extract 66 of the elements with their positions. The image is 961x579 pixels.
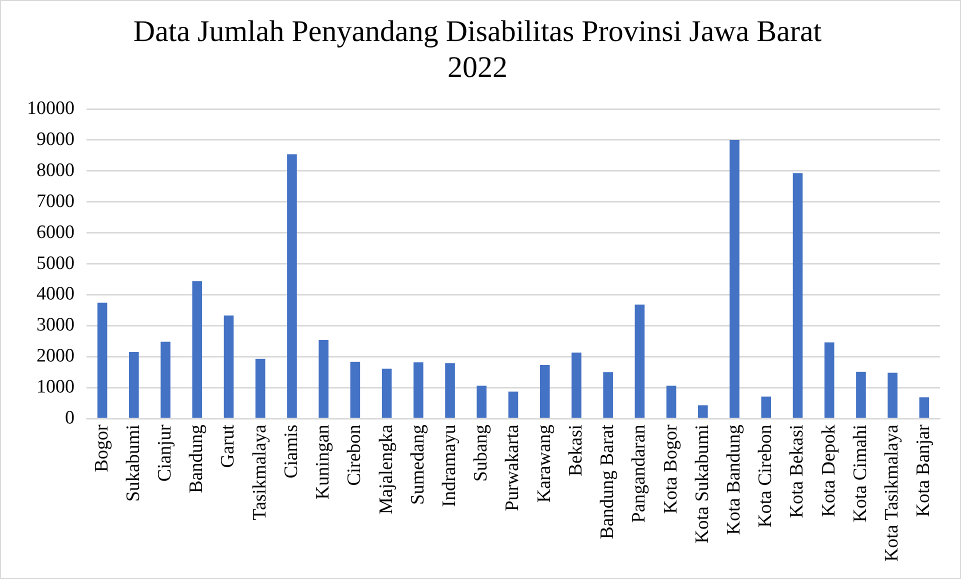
bar [603,372,613,418]
bar [97,302,108,418]
bar [792,173,803,418]
x-tick-label: Kota Cimahi [850,424,871,522]
bar [414,362,424,418]
chart-title: Data Jumlah Penyandang Disabilitas Provinsi Jawa Barat 2022 [133,14,822,84]
bar [634,304,645,418]
x-tick-label: Ciamis [280,424,302,478]
bar [255,358,266,418]
y-tick-label: 8000 [36,160,74,181]
x-tick-label: Bandung [186,424,208,494]
x-tick-label: Bekasi [565,424,586,476]
y-tick-label: 7000 [36,190,74,212]
bar [445,363,455,418]
y-tick-label: 10000 [27,98,74,119]
x-tick-label: Kota Bandung [724,424,745,535]
y-tick-label: 2000 [36,346,74,367]
x-tick-label: Kota Tasikmalaya [882,424,903,562]
y-tick-label: 6000 [36,222,74,243]
bar [192,281,202,418]
x-tick-label: Cianjur [154,424,176,482]
bar [508,392,518,418]
bar [698,405,708,418]
x-tick-label: Kota Cirebon [755,424,776,528]
bar [919,397,930,418]
x-tick-label: Kota Depok [818,424,840,517]
x-tick-label: Bogor [91,424,112,472]
bar [318,340,328,418]
x-tick-label: Indramayu [439,424,460,507]
x-tick-label: Kota Banjar [913,424,934,517]
bar [761,396,772,418]
y-tick-label: 0 [65,408,74,429]
x-tick-label: Sumedang [407,424,428,505]
x-tick-label: Purwakarta [502,424,524,512]
bar [572,352,582,418]
x-tick-label: Kota Bogor [660,424,682,514]
bar [824,342,834,418]
bar [540,365,550,418]
bar [382,368,392,418]
bar [350,362,360,418]
bar [856,372,866,418]
x-tick-label: Kuningan [312,424,334,500]
x-tick-label: Pangandaran [628,424,650,523]
x-tick-label: Kota Sukabumi [692,424,713,544]
x-tick-label: Majalengka [376,424,397,514]
x-tick-label: Kota Bekasi [786,424,808,518]
x-tick-label: Garut [218,424,239,468]
bar [888,372,898,418]
x-tick-label: Karawang [534,424,555,503]
y-tick-label: 3000 [36,314,74,336]
bar [287,154,297,418]
y-tick-label: 4000 [36,284,74,305]
x-tick-label: Cirebon [344,424,366,486]
y-tick-label: 1000 [36,376,74,398]
x-tick-label: Tasikmalaya [249,424,270,520]
bar [160,342,170,418]
bar [476,386,487,418]
y-tick-label: 9000 [36,128,74,150]
x-tick-label: Bandung Barat [597,424,618,540]
bar [224,315,234,418]
bar [129,352,139,418]
bar [666,386,676,418]
y-tick-label: 5000 [36,252,74,274]
x-tick-label: Subang [470,424,492,482]
x-tick-label: Sukabumi [122,424,144,502]
bar [730,140,740,418]
